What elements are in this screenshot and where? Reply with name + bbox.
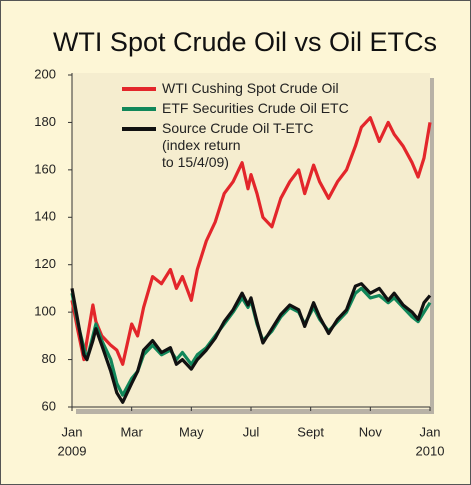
chart-title: WTI Spot Crude Oil vs Oil ETCs (53, 27, 437, 57)
x-tick-label: Nov (359, 424, 383, 439)
y-tick-label: 80 (42, 351, 56, 366)
x-tick-label: Jan (62, 424, 83, 439)
y-tick-label: 120 (34, 256, 56, 271)
series-line (70, 282, 432, 404)
y-tick-label: 140 (34, 209, 56, 224)
x-year-label: 2010 (416, 443, 445, 458)
x-tick-label: Sept (297, 424, 324, 439)
y-tick-label: 100 (34, 304, 56, 319)
legend-entry: Source Crude Oil T-ETC (index return to … (122, 120, 349, 171)
x-tick-label: Mar (120, 424, 143, 439)
legend-swatch (122, 107, 156, 111)
y-tick-label: 160 (34, 161, 56, 176)
legend: WTI Cushing Spot Crude Oil ETF Securities… (122, 80, 349, 174)
y-tick-label: 200 (34, 66, 56, 81)
x-tick-label: Jul (243, 424, 260, 439)
legend-swatch (122, 87, 156, 91)
legend-swatch (122, 127, 156, 131)
legend-entry: ETF Securities Crude Oil ETC (122, 100, 349, 117)
x-year-label: 2009 (58, 443, 87, 458)
legend-label: WTI Cushing Spot Crude Oil (162, 80, 339, 96)
y-tick-label: 60 (42, 398, 56, 413)
legend-label: Source Crude Oil T-ETC (index return to … (162, 120, 314, 170)
x-tick-label: Jan (420, 424, 441, 439)
y-tick-label: 180 (34, 114, 56, 129)
legend-entry: WTI Cushing Spot Crude Oil (122, 80, 349, 97)
series-line (70, 116, 432, 366)
x-tick-label: May (179, 424, 204, 439)
legend-label: ETF Securities Crude Oil ETC (162, 100, 349, 116)
